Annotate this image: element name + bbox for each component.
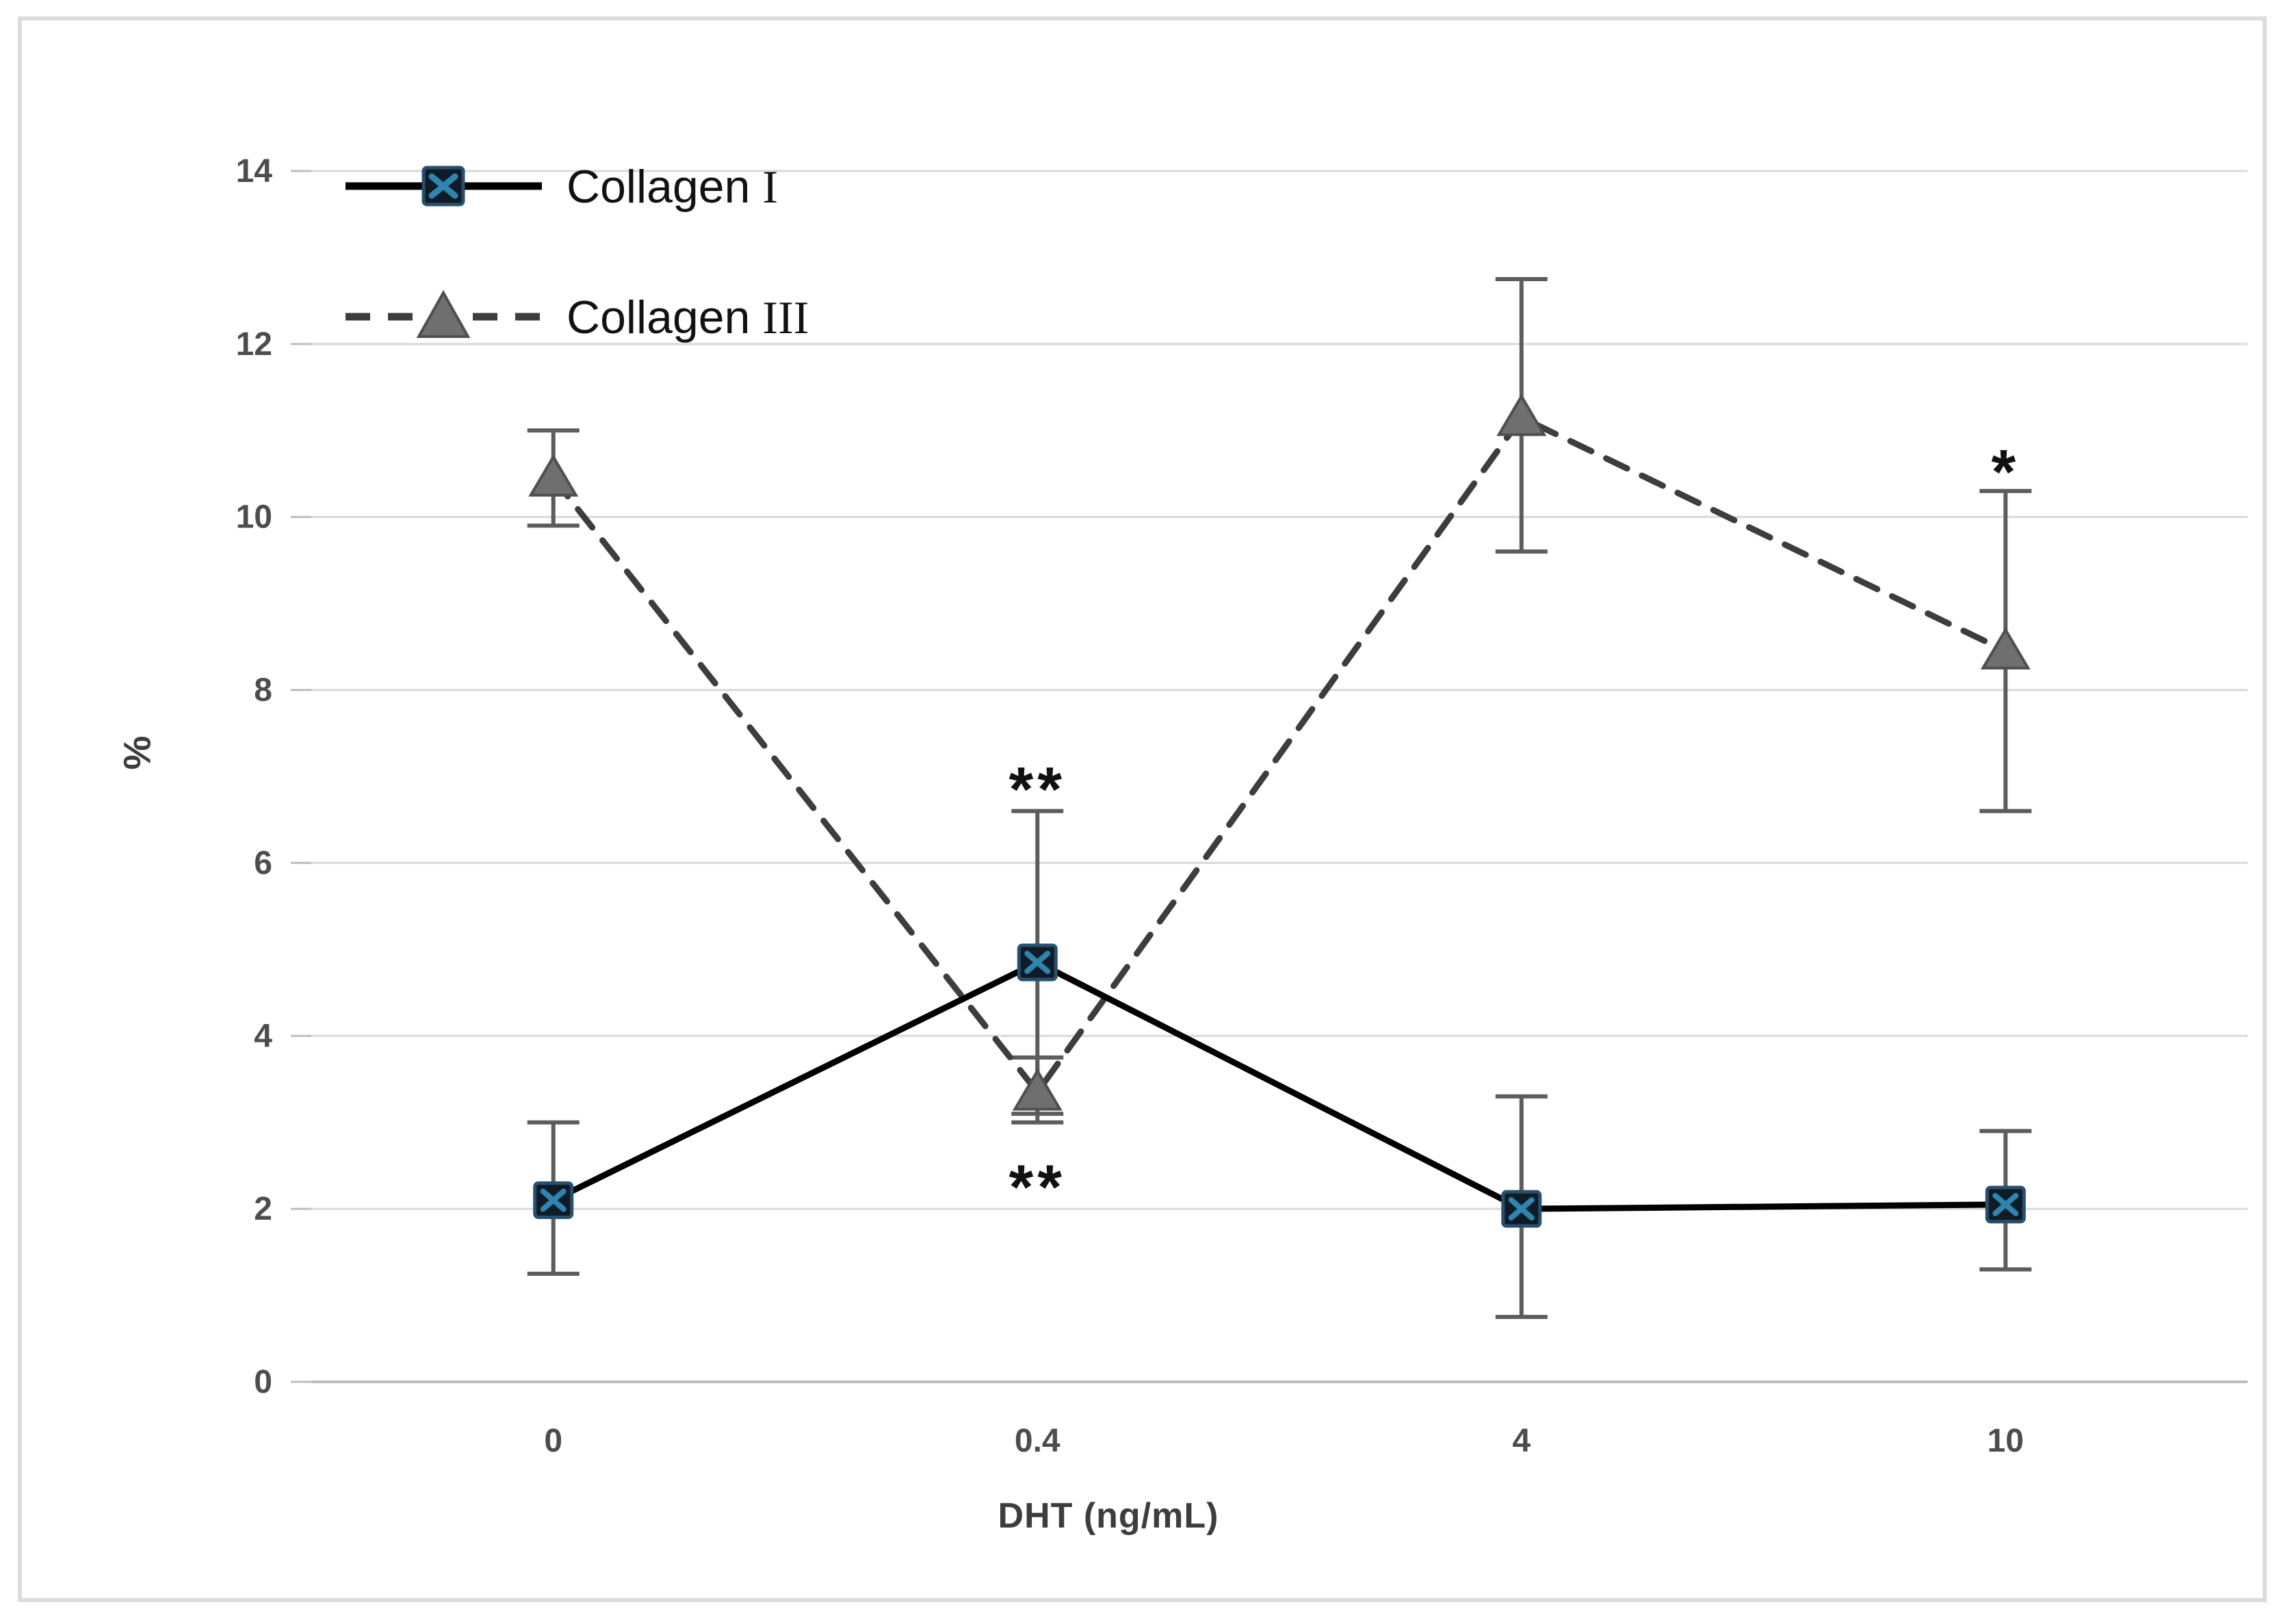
significance-asterisk: ** — [1009, 1153, 1066, 1222]
collagen-iii-triangle-marker — [1496, 393, 1547, 436]
legend-item-collagen-iii: Collagen III — [346, 289, 809, 343]
marker-x-stroke — [540, 1188, 567, 1212]
legend: Collagen I Collagen III — [346, 161, 809, 343]
legend-item-collagen-i: Collagen I — [346, 161, 778, 213]
x-axis-title: DHT (ng/mL) — [998, 1496, 1219, 1536]
collagen-iii-triangle-marker — [528, 454, 579, 497]
y-tick-label: 4 — [254, 1018, 272, 1054]
marker-x-stroke — [1508, 1197, 1535, 1221]
x-tick-label: 0.4 — [1015, 1423, 1061, 1459]
y-axis-title: % — [115, 735, 159, 770]
y-tick-label: 10 — [236, 499, 272, 536]
marker-x-stroke — [1992, 1192, 2019, 1216]
significance-asterisk: ** — [1009, 755, 1066, 824]
marker-x-stroke — [1024, 950, 1051, 974]
y-tick-label: 12 — [236, 326, 272, 363]
legend-marker-x-stroke — [428, 173, 458, 199]
x-tick-label: 10 — [1988, 1423, 2024, 1459]
collagen-iii-triangle-marker — [1980, 627, 2031, 670]
series-line-collagen-iii — [550, 414, 2009, 1095]
y-tick-label: 6 — [254, 845, 272, 881]
legend-label-collagen-i: Collagen I — [567, 161, 778, 213]
significance-asterisk: * — [1991, 437, 2020, 507]
y-tick-label: 2 — [254, 1191, 272, 1227]
legend-label-collagen-iii: Collagen III — [567, 291, 809, 343]
y-tick-label: 8 — [254, 672, 272, 709]
x-tick-label: 0 — [544, 1423, 562, 1459]
y-tick-label: 14 — [236, 153, 273, 189]
collagen-iii-triangle-marker — [1012, 1068, 1063, 1111]
legend-triangle-marker-icon — [416, 289, 471, 338]
y-tick-label: 0 — [254, 1364, 272, 1400]
series-line-collagen-i — [550, 959, 2009, 1212]
x-tick-label: 4 — [1512, 1423, 1531, 1459]
